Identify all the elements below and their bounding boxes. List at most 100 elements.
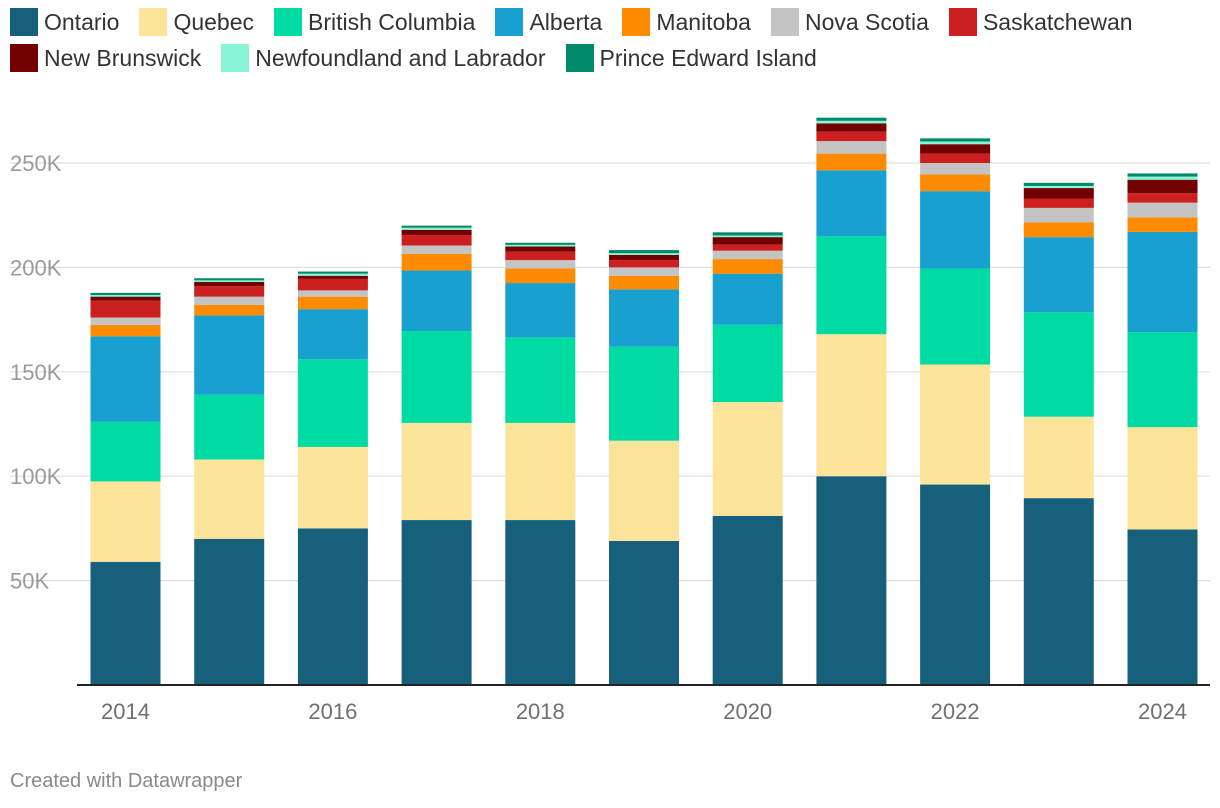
- bar-segment: [1127, 529, 1198, 685]
- legend-item: Prince Edward Island: [565, 44, 817, 72]
- bar-segment: [816, 117, 887, 121]
- legend-label: British Columbia: [308, 8, 476, 35]
- bar-segment: [505, 242, 576, 245]
- legend: Ontario Quebec British Columbia Alberta Mani…: [10, 8, 1210, 72]
- legend-label: Quebec: [173, 8, 254, 35]
- bar-segment: [401, 235, 472, 246]
- bar-segment: [609, 253, 679, 255]
- bar-segment: [297, 271, 368, 274]
- bar-segment: [609, 289, 679, 347]
- credit-text: Created with Datawrapper: [10, 770, 243, 792]
- bar-segment: [816, 141, 887, 154]
- bar-segment: [90, 300, 161, 318]
- legend-label: New Brunswick: [44, 44, 202, 71]
- bar-segment: [1023, 182, 1094, 186]
- bar-segment: [90, 481, 161, 562]
- bar-segment: [90, 324, 161, 337]
- bar-segment: [297, 528, 368, 685]
- bar-segment: [609, 267, 679, 276]
- bar-segment: [816, 153, 887, 171]
- bar-segment: [816, 236, 887, 335]
- bar-segment: [1023, 498, 1094, 685]
- bar-segment: [609, 440, 679, 541]
- legend-item: New Brunswick: [10, 44, 201, 72]
- legend-item: British Columbia: [274, 8, 475, 36]
- bar-segment: [505, 244, 576, 247]
- legend-label: Nova Scotia: [804, 8, 929, 35]
- bar-segment: [609, 540, 679, 685]
- bar-segment: [712, 244, 783, 251]
- bar-segment: [1127, 202, 1198, 218]
- legend-swatch: [770, 8, 799, 36]
- legend-label: Ontario: [44, 8, 120, 35]
- y-tick-label: 150K: [10, 360, 62, 385]
- bar-segment: [920, 268, 991, 365]
- y-tick-label: 200K: [10, 255, 62, 280]
- bar-segment: [712, 235, 783, 238]
- bar-segment: [401, 229, 472, 236]
- bar-segment: [194, 394, 265, 460]
- legend-item: Alberta: [495, 8, 602, 36]
- bar-segment: [1127, 173, 1198, 177]
- bar-segment: [1127, 217, 1198, 232]
- bar-segment: [920, 141, 991, 145]
- bar-segment: [90, 336, 161, 422]
- legend-item: Saskatchewan: [948, 8, 1133, 36]
- legend-swatch: [948, 8, 977, 36]
- bar-segment: [712, 515, 783, 685]
- bar-segment: [1023, 188, 1094, 199]
- bar-segment: [1023, 207, 1094, 223]
- bar-segment: [1127, 231, 1198, 333]
- bar-segment: [194, 286, 265, 297]
- bar-segment: [712, 237, 783, 245]
- bar-segment: [1127, 179, 1198, 194]
- bar-segment: [90, 421, 161, 482]
- bar-segment: [712, 250, 783, 260]
- bar-segment: [1023, 222, 1094, 238]
- bar-segment: [505, 283, 576, 338]
- bar-segment: [816, 131, 887, 142]
- bar-segment: [1023, 237, 1094, 313]
- legend-item: Ontario: [10, 8, 119, 36]
- bar-segment: [401, 520, 472, 685]
- bar-segment: [194, 278, 265, 281]
- bar-segment: [816, 123, 887, 132]
- x-tick-label: 2022: [931, 699, 980, 724]
- bar-segment: [1127, 193, 1198, 203]
- legend-swatch: [274, 8, 302, 36]
- bar-segment: [920, 364, 991, 485]
- bar-segment: [712, 259, 783, 274]
- bar-segment: [712, 232, 783, 236]
- legend-label: Alberta: [529, 8, 603, 35]
- bar-segment: [505, 422, 576, 521]
- bar-segment: [505, 337, 576, 423]
- legend-swatch: [565, 44, 594, 72]
- y-tick-label: 250K: [10, 151, 62, 176]
- legend-swatch: [622, 8, 651, 36]
- bar-segment: [194, 304, 265, 316]
- bar-segment: [1023, 312, 1094, 417]
- bar-segment: [194, 296, 265, 305]
- bar-segment: [920, 174, 991, 192]
- bar-segment: [401, 245, 472, 254]
- legend-swatch: [139, 8, 168, 36]
- bar-segment: [609, 346, 679, 441]
- bar-segment: [816, 120, 887, 124]
- legend-label: Prince Edward Island: [599, 44, 817, 71]
- bar-segment: [609, 260, 679, 268]
- bar-segment: [816, 334, 887, 477]
- bar-segment: [1023, 185, 1094, 189]
- legend-swatch: [495, 8, 524, 36]
- bar-segment: [194, 538, 265, 685]
- bar-segment: [920, 191, 991, 269]
- legend-item: Newfoundland and Labrador: [221, 44, 546, 72]
- bar-segment: [297, 309, 368, 360]
- legend-swatch: [10, 8, 38, 36]
- bar-segment: [920, 138, 991, 142]
- bar-segment: [1127, 332, 1198, 428]
- bar-segment: [194, 282, 265, 287]
- bar-segment: [297, 359, 368, 447]
- bar-segment: [1127, 427, 1198, 530]
- bar-segment: [297, 296, 368, 310]
- legend-label: Saskatchewan: [982, 8, 1133, 35]
